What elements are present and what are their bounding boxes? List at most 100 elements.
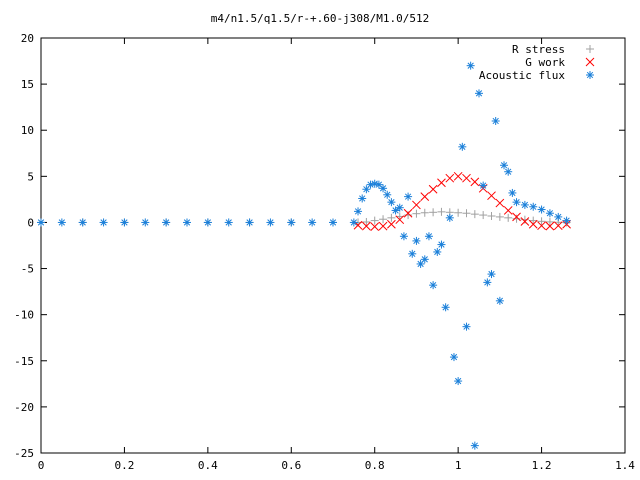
x-tick-label: 0.4 xyxy=(198,459,218,472)
x-tick-label: 0.8 xyxy=(365,459,385,472)
data-point xyxy=(462,173,471,183)
data-point xyxy=(412,209,421,218)
y-tick-label: 0 xyxy=(27,216,34,229)
legend-marker xyxy=(586,71,594,79)
y-tick-label: -5 xyxy=(21,263,34,276)
data-point xyxy=(433,247,442,256)
data-point xyxy=(370,216,379,225)
y-tick-label: -15 xyxy=(14,355,34,368)
data-point xyxy=(404,192,413,201)
data-point xyxy=(329,218,337,227)
data-point xyxy=(553,221,563,231)
legend-label: G work xyxy=(525,56,565,69)
data-point xyxy=(537,221,546,231)
series-acoustic-flux xyxy=(37,61,571,450)
y-tick-label: 5 xyxy=(27,170,34,183)
data-point xyxy=(454,208,463,217)
data-point xyxy=(57,218,66,227)
data-point xyxy=(529,216,538,225)
y-tick-label: -20 xyxy=(14,401,34,414)
y-tick-label: -10 xyxy=(14,309,34,322)
data-point xyxy=(99,218,108,227)
data-point xyxy=(183,218,191,227)
data-point xyxy=(520,215,529,224)
y-tick-label: 10 xyxy=(21,124,34,137)
data-point xyxy=(445,213,454,222)
data-point xyxy=(78,218,87,227)
data-point xyxy=(441,303,450,312)
data-point xyxy=(503,206,513,215)
data-point xyxy=(395,203,404,212)
data-point xyxy=(562,216,571,225)
data-point xyxy=(37,218,45,227)
data-point xyxy=(529,202,538,211)
legend-marker xyxy=(586,45,594,53)
data-point xyxy=(466,61,475,70)
data-point xyxy=(383,190,392,199)
data-point xyxy=(437,207,446,216)
data-point xyxy=(479,181,488,190)
data-point xyxy=(141,218,150,227)
x-axis: 0 0.2 0.4 0.6 0.8 1 1.2 1.4 xyxy=(38,38,635,472)
data-point xyxy=(504,167,513,176)
y-tick-label: -25 xyxy=(14,447,34,460)
data-point xyxy=(379,215,388,224)
series-layer xyxy=(37,61,571,450)
data-point xyxy=(362,217,371,226)
data-point xyxy=(528,219,538,229)
x-tick-label: 1.4 xyxy=(615,459,635,472)
data-point xyxy=(403,208,413,218)
data-point xyxy=(500,161,509,170)
data-point xyxy=(462,322,471,331)
data-point xyxy=(224,218,233,227)
data-point xyxy=(428,184,438,194)
data-point xyxy=(420,208,429,217)
data-point xyxy=(475,89,483,98)
data-point xyxy=(162,218,171,227)
x-tick-label: 1 xyxy=(455,459,462,472)
data-point xyxy=(395,215,405,225)
data-point xyxy=(479,211,488,220)
legend-label: Acoustic flux xyxy=(479,69,565,82)
data-point xyxy=(470,210,479,219)
y-axis: 20 15 10 5 0 -5 -10 -15 -20 -25 xyxy=(14,32,625,460)
data-point xyxy=(408,249,417,258)
data-point xyxy=(512,198,521,207)
data-point xyxy=(349,218,358,227)
data-point xyxy=(504,213,513,222)
y-tick-label: 15 xyxy=(21,78,34,91)
data-point xyxy=(387,213,396,222)
data-point xyxy=(545,221,555,231)
legend-label: R stress xyxy=(512,43,565,56)
data-point xyxy=(120,218,129,227)
plot-frame xyxy=(40,37,626,454)
series-g-work xyxy=(353,171,571,231)
data-point xyxy=(308,218,317,227)
data-point xyxy=(491,117,500,125)
x-tick-label: 0.2 xyxy=(114,459,134,472)
series-r-stress xyxy=(37,207,571,227)
data-point xyxy=(387,198,396,207)
data-point xyxy=(445,173,455,183)
data-point xyxy=(458,142,467,151)
data-point xyxy=(495,198,505,208)
data-point xyxy=(512,214,521,223)
data-point xyxy=(483,278,492,287)
data-point xyxy=(437,240,446,249)
data-point xyxy=(545,217,554,226)
data-point xyxy=(487,191,496,201)
data-point xyxy=(378,221,388,231)
data-point xyxy=(358,194,367,203)
data-point xyxy=(379,184,388,193)
data-point xyxy=(420,192,430,201)
data-point xyxy=(387,219,396,229)
data-point xyxy=(453,171,463,181)
data-point xyxy=(520,200,529,209)
data-point xyxy=(429,281,438,290)
x-tick-label: 1.2 xyxy=(532,459,552,472)
data-point xyxy=(429,208,438,217)
data-point xyxy=(470,177,480,187)
data-point xyxy=(520,217,530,226)
data-point xyxy=(449,353,458,362)
